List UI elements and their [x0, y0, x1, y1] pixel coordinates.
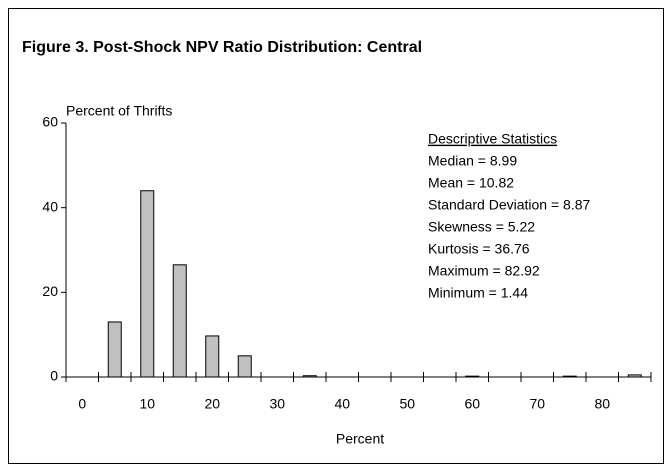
stats-line: Minimum = 1.44: [428, 285, 528, 301]
x-tick-label: 60: [464, 396, 480, 412]
x-tick-label: 20: [204, 396, 220, 412]
stats-line: Skewness = 5.22: [428, 219, 535, 235]
bar: [465, 375, 480, 378]
x-tick-label: 70: [529, 396, 545, 412]
bar: [237, 355, 252, 378]
chart-title: Figure 3. Post-Shock NPV Ratio Distribut…: [22, 39, 422, 56]
bar: [205, 335, 220, 378]
frame: [8, 8, 664, 464]
x-tick-label: 0: [78, 396, 86, 412]
y-axis-label: Percent of Thrifts: [66, 103, 172, 119]
bar: [302, 375, 317, 378]
bar: [627, 374, 642, 378]
bar: [562, 375, 577, 378]
x-tick-label: 30: [269, 396, 285, 412]
y-tick-label: 60: [42, 114, 58, 130]
stats-line: Maximum = 82.92: [428, 263, 540, 279]
x-tick-label: 40: [334, 396, 350, 412]
y-tick-label: 0: [50, 368, 58, 384]
stats-title: Descriptive Statistics: [428, 131, 557, 147]
x-tick-label: 50: [399, 396, 415, 412]
stats-line: Kurtosis = 36.76: [428, 241, 530, 257]
stats-line: Median = 8.99: [428, 153, 517, 169]
stats-line: Mean = 10.82: [428, 175, 514, 191]
stats-line: Standard Deviation = 8.87: [428, 197, 590, 213]
bar: [140, 190, 155, 378]
bar: [107, 321, 122, 378]
x-tick-label: 10: [139, 396, 155, 412]
x-tick-label: 80: [594, 396, 610, 412]
x-axis-label: Percent: [336, 431, 384, 447]
y-tick-label: 40: [42, 198, 58, 214]
bar: [172, 264, 187, 378]
y-tick-label: 20: [42, 283, 58, 299]
